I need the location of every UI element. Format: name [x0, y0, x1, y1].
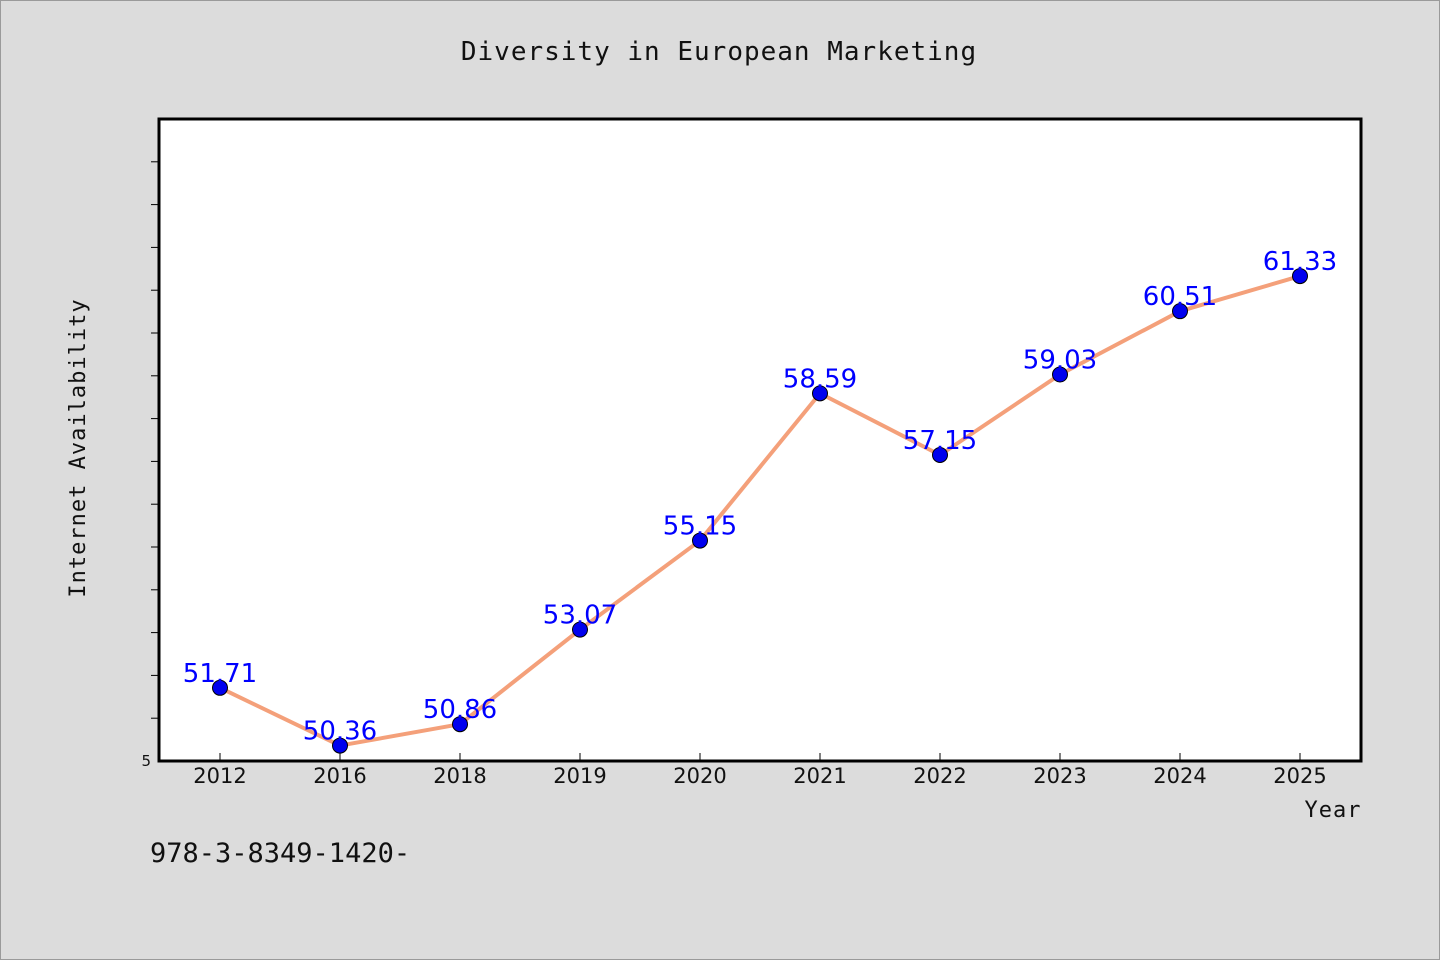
data-point	[1172, 303, 1188, 320]
data-label: 60.51	[1143, 282, 1217, 312]
data-label: 51.71	[183, 659, 257, 689]
data-label: 57.15	[903, 426, 977, 456]
series-markers	[212, 268, 1308, 754]
data-label: 59.03	[1023, 346, 1097, 376]
x-tick-label: 2019	[553, 764, 606, 788]
footnote-text: 978-3-8349-1420-	[150, 838, 410, 869]
x-axis-ticks: 2012 2016 2018 2019 2020 2021 2022 2023 2024 2025	[193, 753, 1327, 788]
x-tick-label: 2016	[313, 764, 366, 788]
data-point	[1292, 268, 1308, 285]
series-line-group	[218, 274, 1302, 748]
data-label: 53.07	[543, 601, 617, 631]
data-label: 50.36	[303, 717, 377, 747]
data-point	[932, 446, 948, 463]
x-axis-label: Year	[1305, 798, 1362, 823]
data-point	[452, 716, 468, 733]
data-label: 58.59	[783, 364, 857, 394]
data-point	[572, 621, 588, 638]
y-tick-label: 5	[141, 752, 151, 770]
x-tick-label: 2025	[1273, 764, 1326, 788]
x-tick-label: 2024	[1153, 764, 1206, 788]
y-axis-label: Internet Availability	[66, 298, 91, 597]
data-point	[692, 532, 708, 549]
x-tick-label: 2021	[793, 764, 846, 788]
x-tick-label: 2018	[433, 764, 486, 788]
y-axis-ticks: 5	[141, 161, 159, 770]
data-labels: 51.71 50.36 50.86 53.07 55.15 58.59 57.15 59.03…	[183, 247, 1337, 747]
plot-area	[157, 117, 1363, 763]
data-point	[812, 385, 828, 402]
data-label: 55.15	[663, 512, 737, 542]
data-point	[1052, 366, 1068, 383]
x-tick-label: 2020	[673, 764, 726, 788]
series-line	[218, 274, 1302, 748]
data-point	[212, 679, 228, 696]
chart-title: Diversity in European Marketing	[461, 37, 977, 67]
data-point	[332, 737, 348, 754]
x-tick-label: 2022	[913, 764, 966, 788]
x-tick-label: 2023	[1033, 764, 1086, 788]
x-tick-label: 2012	[193, 764, 246, 788]
data-label: 50.86	[423, 695, 497, 725]
data-label: 61.33	[1263, 247, 1337, 277]
